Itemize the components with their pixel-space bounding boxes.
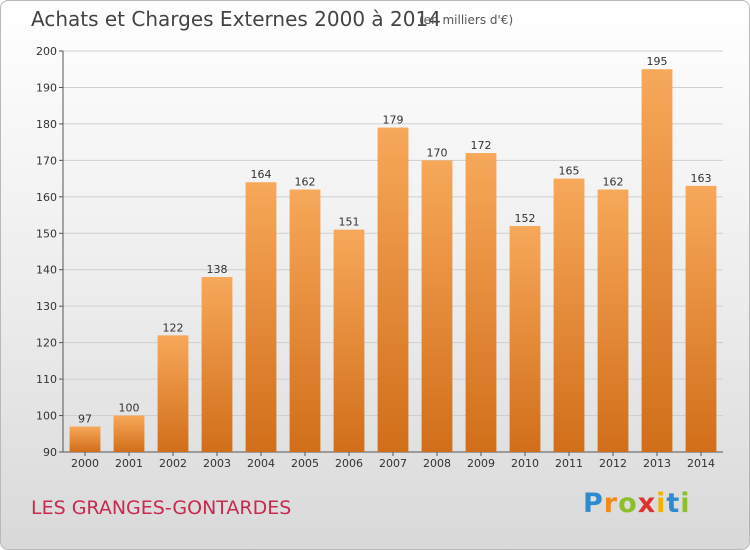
labels: 97 2000 100 2001 122 2002 138 2003 164 2004 162 200… (71, 55, 715, 470)
value-label-2011: 165 (559, 165, 580, 178)
bar-2007 (377, 127, 409, 453)
y-tick-label: 170 (36, 154, 57, 167)
bar-2004 (245, 182, 277, 452)
x-tick-label-2010: 2010 (511, 457, 539, 470)
bar-2008 (421, 160, 453, 452)
value-label-2005: 162 (295, 176, 316, 189)
bar-2006 (333, 229, 365, 452)
y-tick-label: 90 (43, 446, 57, 459)
bar-2011 (553, 178, 585, 452)
bar-2005 (289, 189, 321, 452)
logo-letter: P (583, 488, 604, 519)
bar-2003 (201, 277, 233, 452)
value-label-2003: 138 (207, 263, 228, 276)
y-tick-label: 160 (36, 191, 57, 204)
commune-name: LES GRANGES-GONTARDES (31, 497, 292, 519)
value-label-2009: 172 (471, 139, 492, 152)
y-tick-label: 190 (36, 81, 57, 94)
x-tick-label-2007: 2007 (379, 457, 407, 470)
logo-letter: r (603, 488, 619, 519)
value-label-2013: 195 (647, 55, 668, 68)
y-tick-label: 150 (36, 227, 57, 240)
bar-2013 (641, 69, 673, 453)
value-label-2008: 170 (427, 146, 448, 159)
value-label-2010: 152 (515, 212, 536, 225)
logo-letter: x (637, 488, 657, 519)
value-label-2002: 122 (163, 321, 184, 334)
value-label-2001: 100 (119, 402, 140, 415)
y-tick-label: 140 (36, 264, 57, 277)
bar-2002 (157, 335, 189, 452)
x-tick-label-2009: 2009 (467, 457, 495, 470)
value-label-2000: 97 (78, 412, 92, 425)
value-label-2012: 162 (603, 176, 624, 189)
bar-2001 (113, 415, 145, 452)
x-tick-label-2014: 2014 (687, 457, 715, 470)
bar-2010 (509, 225, 541, 452)
proxiti-logo: Proxiti (583, 488, 691, 519)
chart-title: Achats et Charges Externes 2000 à 2014 (31, 7, 441, 31)
value-label-2004: 164 (251, 168, 272, 181)
value-label-2014: 163 (691, 172, 712, 185)
bar-2014 (685, 185, 717, 452)
x-tick-label-2003: 2003 (203, 457, 231, 470)
logo-letter: o (618, 488, 638, 519)
y-tick-label: 130 (36, 300, 57, 313)
x-tick-label-2002: 2002 (159, 457, 187, 470)
y-tick-label: 100 (36, 410, 57, 423)
chart-subtitle: (en milliers d'€) (419, 13, 514, 27)
x-tick-label-2008: 2008 (423, 457, 451, 470)
value-label-2006: 151 (339, 216, 360, 229)
x-tick-label-2013: 2013 (643, 457, 671, 470)
x-tick-label-2012: 2012 (599, 457, 627, 470)
y-tick-label: 110 (36, 373, 57, 386)
x-tick-label-2011: 2011 (555, 457, 583, 470)
x-tick-label-2004: 2004 (247, 457, 275, 470)
x-tick-label-2000: 2000 (71, 457, 99, 470)
bars (69, 69, 717, 453)
bar-2009 (465, 153, 497, 452)
x-tick-label-2001: 2001 (115, 457, 143, 470)
x-tick-label-2006: 2006 (335, 457, 363, 470)
value-label-2007: 179 (383, 114, 404, 127)
x-tick-label-2005: 2005 (291, 457, 319, 470)
y-tick-label: 200 (36, 45, 57, 58)
logo-letter: i (680, 488, 691, 519)
logo-letter: i (656, 488, 667, 519)
logo-letter: t (666, 488, 681, 519)
bar-2000 (69, 426, 101, 452)
y-tick-label: 180 (36, 118, 57, 131)
y-tick-label: 120 (36, 337, 57, 350)
bar-2012 (597, 189, 629, 452)
